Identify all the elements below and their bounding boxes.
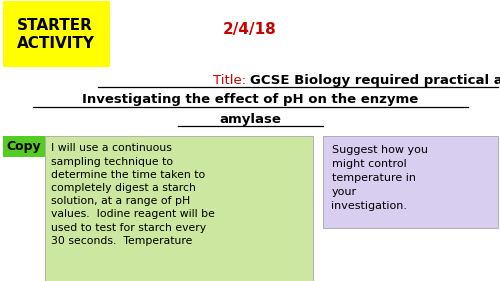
Text: amylase: amylase: [219, 113, 281, 126]
Text: Copy: Copy: [6, 140, 41, 153]
Text: Suggest how you
might control
temperature in
your
investigation.: Suggest how you might control temperatur…: [332, 145, 428, 211]
FancyBboxPatch shape: [2, 1, 110, 67]
Text: 2/4/18: 2/4/18: [223, 22, 277, 37]
Text: STARTER
ACTIVITY: STARTER ACTIVITY: [17, 18, 95, 51]
Text: GCSE Biology required practical activity:: GCSE Biology required practical activity…: [250, 74, 500, 87]
Text: I will use a continuous
sampling technique to
determine the time taken to
comple: I will use a continuous sampling techniq…: [51, 143, 215, 246]
FancyBboxPatch shape: [322, 136, 498, 228]
Text: Investigating the effect of pH on the enzyme: Investigating the effect of pH on the en…: [82, 93, 418, 106]
FancyBboxPatch shape: [2, 136, 45, 157]
FancyBboxPatch shape: [45, 136, 312, 281]
Text: Title:: Title:: [212, 74, 250, 87]
